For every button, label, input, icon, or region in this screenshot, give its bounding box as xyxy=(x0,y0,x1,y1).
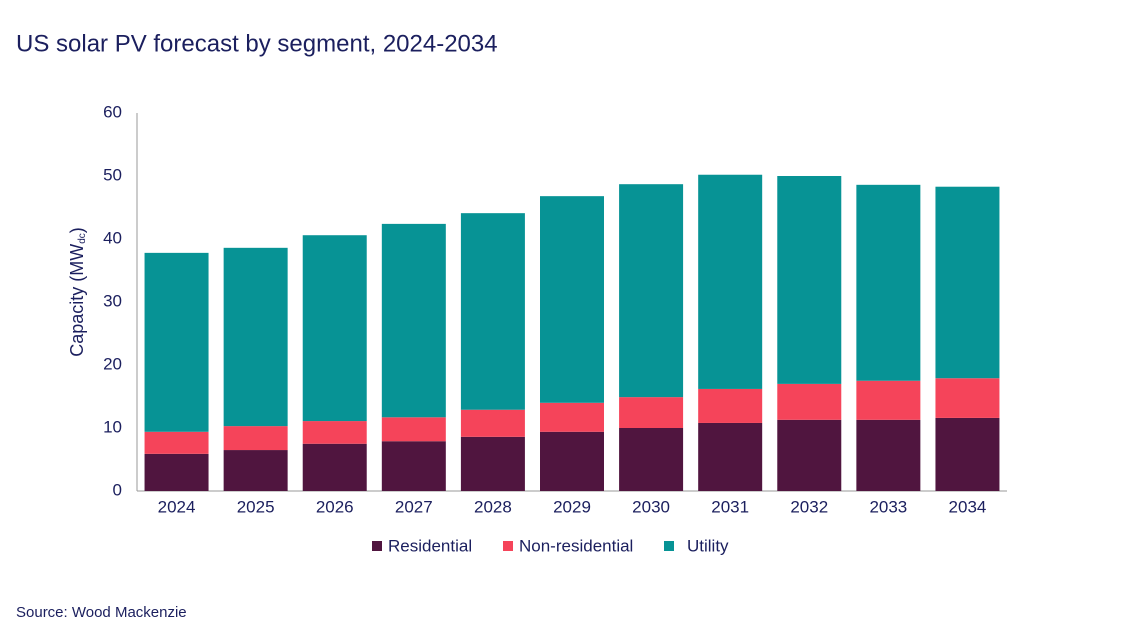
y-tick-label: 10 xyxy=(103,417,122,436)
y-tick-label: 50 xyxy=(103,165,122,184)
bar-segment xyxy=(302,443,367,491)
legend-swatch xyxy=(503,541,513,551)
x-tick-label: 2034 xyxy=(949,497,987,516)
x-tick-label: 2033 xyxy=(869,497,907,516)
bar-segment xyxy=(856,184,921,381)
bar-segment xyxy=(460,436,525,491)
bar-segment xyxy=(144,252,209,432)
bar-segment xyxy=(698,174,763,389)
y-axis-label: Capacity (MWdc) xyxy=(67,227,88,357)
x-tick-label: 2032 xyxy=(790,497,828,516)
x-tick-label: 2031 xyxy=(711,497,749,516)
bar-segment xyxy=(302,235,367,422)
x-tick-label: 2026 xyxy=(316,497,354,516)
y-label-sub: dc xyxy=(77,233,88,244)
bar-segment xyxy=(540,431,604,491)
legend-swatch xyxy=(372,541,382,551)
bar-segment xyxy=(223,450,288,491)
bar-segment xyxy=(381,417,446,442)
bar-segment xyxy=(619,428,684,491)
bar-segment xyxy=(698,388,763,423)
bar-segment xyxy=(935,378,1000,418)
y-tick-label: 20 xyxy=(103,354,122,373)
bar-segment xyxy=(935,186,1000,379)
bar-segment xyxy=(460,409,525,437)
bar-segment xyxy=(460,213,525,410)
bar-segment xyxy=(540,196,604,403)
bar-segment xyxy=(619,397,684,428)
y-tick-label: 0 xyxy=(113,480,122,499)
chart-title: US solar PV forecast by segment, 2024-20… xyxy=(16,30,498,57)
bar-segment xyxy=(935,417,1000,491)
x-tick-label: 2025 xyxy=(237,497,275,516)
bar-segment xyxy=(144,453,209,491)
bar-segment xyxy=(381,441,446,491)
bar-segment xyxy=(856,419,921,491)
y-label-main: Capacity (MW xyxy=(67,244,87,357)
x-tick-label: 2029 xyxy=(553,497,591,516)
x-tick-label: 2028 xyxy=(474,497,512,516)
y-tick-label: 40 xyxy=(103,228,122,247)
source: Source: Wood Mackenzie xyxy=(16,604,187,621)
bar-segment xyxy=(698,422,763,491)
legend-label: Utility xyxy=(687,536,729,555)
bar-segment xyxy=(777,176,842,384)
bar-segment xyxy=(619,184,684,398)
bar-segment xyxy=(381,223,446,418)
bar-segment xyxy=(856,380,921,420)
bar-segment xyxy=(144,431,209,454)
x-tick-label: 2027 xyxy=(395,497,433,516)
bar-segment xyxy=(777,383,842,420)
legend-swatch xyxy=(664,541,674,551)
bar-segment xyxy=(223,426,288,451)
x-tick-label: 2024 xyxy=(158,497,196,516)
bar-segment xyxy=(777,419,842,491)
y-tick-label: 60 xyxy=(103,102,122,121)
y-label-end: ) xyxy=(67,227,87,233)
legend-label: Non-residential xyxy=(519,536,633,555)
x-tick-label: 2030 xyxy=(632,497,670,516)
bar-segment xyxy=(540,402,604,432)
y-tick-label: 30 xyxy=(103,291,122,310)
legend-label: Residential xyxy=(388,536,472,555)
bar-segment xyxy=(302,421,367,444)
bar-segment xyxy=(223,247,288,427)
